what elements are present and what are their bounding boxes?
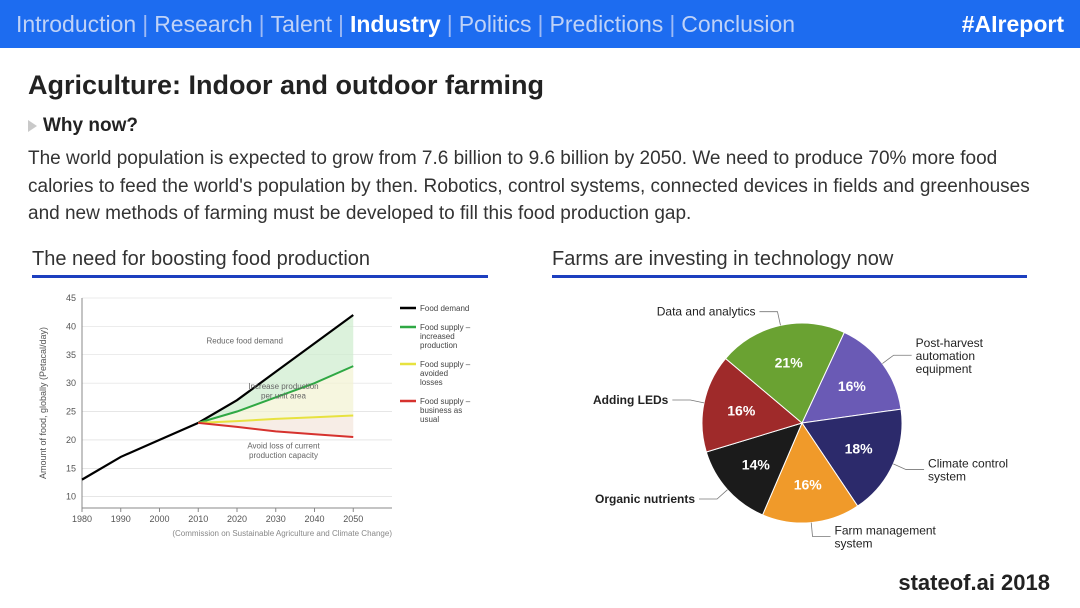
nav-separator: | <box>669 11 675 38</box>
nav-items: Introduction | Research | Talent | Indus… <box>16 11 962 38</box>
svg-text:40: 40 <box>66 321 76 331</box>
pie-chart-box: Farms are investing in technology now 16… <box>552 248 1052 558</box>
svg-text:10: 10 <box>66 491 76 501</box>
svg-text:losses: losses <box>420 378 443 387</box>
svg-text:16%: 16% <box>838 378 867 394</box>
svg-text:Food demand: Food demand <box>420 304 469 313</box>
svg-text:Avoid loss of current: Avoid loss of current <box>247 441 320 450</box>
svg-text:(Commission on Sustainable Agr: (Commission on Sustainable Agriculture a… <box>172 529 392 538</box>
svg-text:35: 35 <box>66 349 76 359</box>
nav-item-politics[interactable]: Politics <box>459 11 532 38</box>
line-chart-box: The need for boosting food production 10… <box>32 248 512 558</box>
svg-text:2040: 2040 <box>304 514 324 524</box>
svg-text:20: 20 <box>66 435 76 445</box>
svg-text:equipment: equipment <box>916 362 973 376</box>
line-chart: 10 15 20 25 30 35 40 45 1980 1990 2000 2010 2020 2030… <box>32 288 492 548</box>
body-text: The world population is expected to grow… <box>28 145 1052 228</box>
svg-text:Food supply –: Food supply – <box>420 360 471 369</box>
hashtag: #AIreport <box>962 11 1064 38</box>
svg-text:2020: 2020 <box>227 514 247 524</box>
svg-text:avoided: avoided <box>420 369 448 378</box>
svg-text:increased: increased <box>420 332 455 341</box>
svg-text:25: 25 <box>66 406 76 416</box>
pie-chart-title: Farms are investing in technology now <box>552 248 1027 278</box>
svg-text:per unit area: per unit area <box>261 391 306 400</box>
subhead: Why now? <box>43 115 138 137</box>
pie-chart: 16% Post-harvestautomationequipment 18% Cli… <box>552 288 1052 558</box>
nav-item-research[interactable]: Research <box>154 11 252 38</box>
svg-text:1980: 1980 <box>72 514 92 524</box>
svg-text:Food supply –: Food supply – <box>420 323 471 332</box>
svg-text:2010: 2010 <box>188 514 208 524</box>
svg-text:automation: automation <box>916 349 975 363</box>
svg-text:18%: 18% <box>845 440 874 456</box>
slide-content: Agriculture: Indoor and outdoor farming … <box>0 48 1080 558</box>
svg-text:system: system <box>928 469 966 483</box>
svg-text:Climate control: Climate control <box>928 456 1008 470</box>
svg-text:Reduce food demand: Reduce food demand <box>207 336 284 345</box>
nav-item-industry[interactable]: Industry <box>350 11 441 38</box>
svg-text:Food supply –: Food supply – <box>420 397 471 406</box>
svg-text:16%: 16% <box>794 476 823 492</box>
svg-text:16%: 16% <box>727 402 756 418</box>
nav-separator: | <box>338 11 344 38</box>
triangle-icon <box>28 120 37 132</box>
svg-text:system: system <box>835 536 873 550</box>
svg-text:45: 45 <box>66 293 76 303</box>
charts-row: The need for boosting food production 10… <box>28 248 1052 558</box>
nav-separator: | <box>447 11 453 38</box>
nav-item-talent[interactable]: Talent <box>271 11 332 38</box>
svg-text:business as: business as <box>420 406 462 415</box>
svg-text:30: 30 <box>66 378 76 388</box>
svg-text:2000: 2000 <box>149 514 169 524</box>
nav-item-conclusion[interactable]: Conclusion <box>681 11 795 38</box>
svg-text:1990: 1990 <box>111 514 131 524</box>
nav-separator: | <box>142 11 148 38</box>
svg-text:Post-harvest: Post-harvest <box>916 336 984 350</box>
footer-brand: stateof.ai 2018 <box>898 570 1050 596</box>
svg-text:14%: 14% <box>742 456 771 472</box>
nav-separator: | <box>538 11 544 38</box>
svg-text:production capacity: production capacity <box>249 451 318 460</box>
nav-separator: | <box>259 11 265 38</box>
nav-item-introduction[interactable]: Introduction <box>16 11 136 38</box>
svg-text:2030: 2030 <box>266 514 286 524</box>
svg-text:Amount of food, globally (Peta: Amount of food, globally (Petacal/day) <box>38 327 48 479</box>
page-title: Agriculture: Indoor and outdoor farming <box>28 70 1052 101</box>
svg-text:2050: 2050 <box>343 514 363 524</box>
svg-text:Data and analytics: Data and analytics <box>657 304 756 318</box>
top-nav-bar: Introduction | Research | Talent | Indus… <box>0 0 1080 48</box>
nav-item-predictions[interactable]: Predictions <box>550 11 664 38</box>
svg-text:Farm management: Farm management <box>835 523 937 537</box>
svg-text:21%: 21% <box>775 354 804 370</box>
svg-text:usual: usual <box>420 415 439 424</box>
line-chart-title: The need for boosting food production <box>32 248 488 278</box>
svg-text:Adding LEDs: Adding LEDs <box>593 393 669 407</box>
svg-text:production: production <box>420 341 457 350</box>
svg-text:Organic nutrients: Organic nutrients <box>595 492 695 506</box>
svg-text:15: 15 <box>66 463 76 473</box>
subhead-row: Why now? <box>28 115 1052 137</box>
svg-text:Increase production: Increase production <box>248 381 318 390</box>
